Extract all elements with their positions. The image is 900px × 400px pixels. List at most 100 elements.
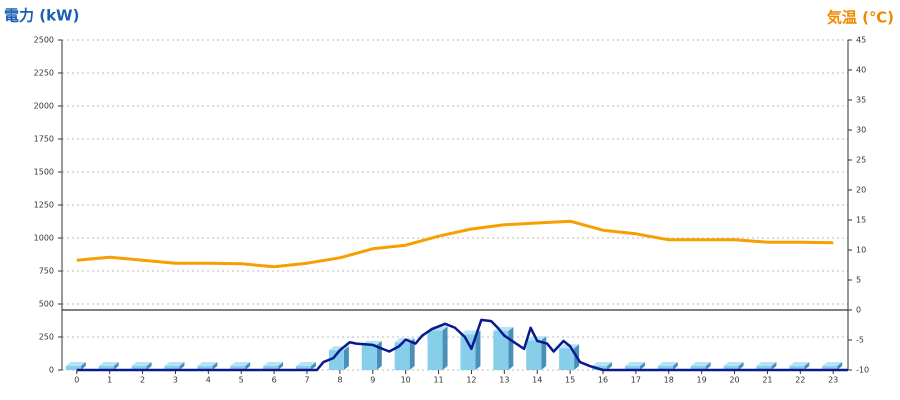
bar-top xyxy=(131,362,152,367)
y-tick-label: 2000 xyxy=(34,102,54,111)
bar-top xyxy=(624,362,645,367)
x-tick-label: 18 xyxy=(664,376,674,385)
bar-side xyxy=(672,362,678,370)
bar-side xyxy=(278,362,284,370)
y2-tick-label: 35 xyxy=(856,96,866,105)
bar-side xyxy=(343,346,349,370)
bar xyxy=(394,342,410,370)
y-tick-label: 250 xyxy=(39,333,54,342)
x-tick-label: 20 xyxy=(729,376,739,385)
bar-top xyxy=(230,362,251,367)
bar xyxy=(131,366,147,370)
x-tick-label: 8 xyxy=(337,376,342,385)
y2-axis-title: 気温 (℃) xyxy=(827,9,894,27)
bar xyxy=(263,366,279,370)
bar-top xyxy=(263,362,284,367)
bar xyxy=(723,366,739,370)
bar-side xyxy=(179,362,185,370)
x-tick-label: 12 xyxy=(466,376,476,385)
line xyxy=(76,318,848,372)
bar-top xyxy=(197,362,218,367)
line xyxy=(76,219,834,269)
bar xyxy=(789,366,805,370)
bar-side xyxy=(146,362,152,370)
y2-tick-label: -10 xyxy=(856,366,869,375)
bar-top xyxy=(723,362,744,367)
y-tick-label: 750 xyxy=(39,267,54,276)
bar xyxy=(164,366,180,370)
bar-side xyxy=(639,362,645,370)
bar-top xyxy=(164,362,185,367)
bar xyxy=(690,366,706,370)
bar-top xyxy=(822,362,843,367)
bar xyxy=(98,366,114,370)
y2-tick-label: 20 xyxy=(856,186,866,195)
bar-side xyxy=(606,362,612,370)
bar xyxy=(822,366,838,370)
y-tick-label: 2250 xyxy=(34,69,54,78)
x-tick-label: 13 xyxy=(499,376,509,385)
x-tick-label: 21 xyxy=(762,376,772,385)
y2-tick-label: -5 xyxy=(856,336,864,345)
bar xyxy=(427,330,443,370)
x-tick-label: 16 xyxy=(598,376,608,385)
x-tick-label: 0 xyxy=(74,376,79,385)
bar-top xyxy=(98,362,119,367)
bar-side xyxy=(311,362,317,370)
bar-side xyxy=(705,362,711,370)
bar xyxy=(328,350,344,370)
y-tick-label: 1250 xyxy=(34,201,54,210)
x-tick-label: 3 xyxy=(173,376,178,385)
y2-tick-label: 40 xyxy=(856,66,866,75)
x-tick-label: 5 xyxy=(239,376,244,385)
y2-tick-label: 0 xyxy=(856,306,861,315)
bar-top xyxy=(296,362,317,367)
y-tick-label: 1500 xyxy=(34,168,54,177)
bar-side xyxy=(245,362,251,370)
x-tick-label: 4 xyxy=(206,376,211,385)
y2-tick-label: 10 xyxy=(856,246,866,255)
bar xyxy=(756,366,772,370)
bar-side xyxy=(475,330,481,370)
y2-tick-label: 25 xyxy=(856,156,866,165)
bar-side xyxy=(376,340,382,370)
bar xyxy=(493,331,509,370)
bar-top xyxy=(65,362,86,367)
bar-side xyxy=(80,362,86,370)
x-tick-label: 15 xyxy=(565,376,575,385)
x-tick-label: 11 xyxy=(433,376,443,385)
y2-tick-label: 45 xyxy=(856,36,866,45)
bar-side xyxy=(442,326,448,370)
bar-top xyxy=(657,362,678,367)
bar xyxy=(230,366,246,370)
bar-side xyxy=(508,327,514,370)
bar-side xyxy=(409,338,415,370)
bar xyxy=(657,366,673,370)
bar xyxy=(624,366,640,370)
bar xyxy=(65,366,81,370)
bar-top xyxy=(756,362,777,367)
y-tick-label: 0 xyxy=(49,366,54,375)
x-tick-label: 10 xyxy=(401,376,411,385)
x-tick-label: 17 xyxy=(631,376,641,385)
x-tick-label: 2 xyxy=(140,376,145,385)
bar-side xyxy=(541,336,547,370)
y2-tick-label: 5 xyxy=(856,276,861,285)
y-tick-label: 500 xyxy=(39,300,54,309)
y-tick-label: 1750 xyxy=(34,135,54,144)
x-tick-label: 19 xyxy=(697,376,707,385)
y-axis-title: 電力 (kW) xyxy=(4,7,79,25)
bar-top xyxy=(789,362,810,367)
bar xyxy=(197,366,213,370)
bar-side xyxy=(212,362,218,370)
x-tick-label: 7 xyxy=(304,376,309,385)
y-tick-label: 1000 xyxy=(34,234,54,243)
x-tick-label: 22 xyxy=(795,376,805,385)
x-tick-label: 6 xyxy=(272,376,277,385)
bar xyxy=(296,366,312,370)
bar-side xyxy=(771,362,777,370)
y-tick-label: 2500 xyxy=(34,36,54,45)
x-tick-label: 9 xyxy=(370,376,375,385)
bar-top xyxy=(690,362,711,367)
x-tick-label: 23 xyxy=(828,376,838,385)
